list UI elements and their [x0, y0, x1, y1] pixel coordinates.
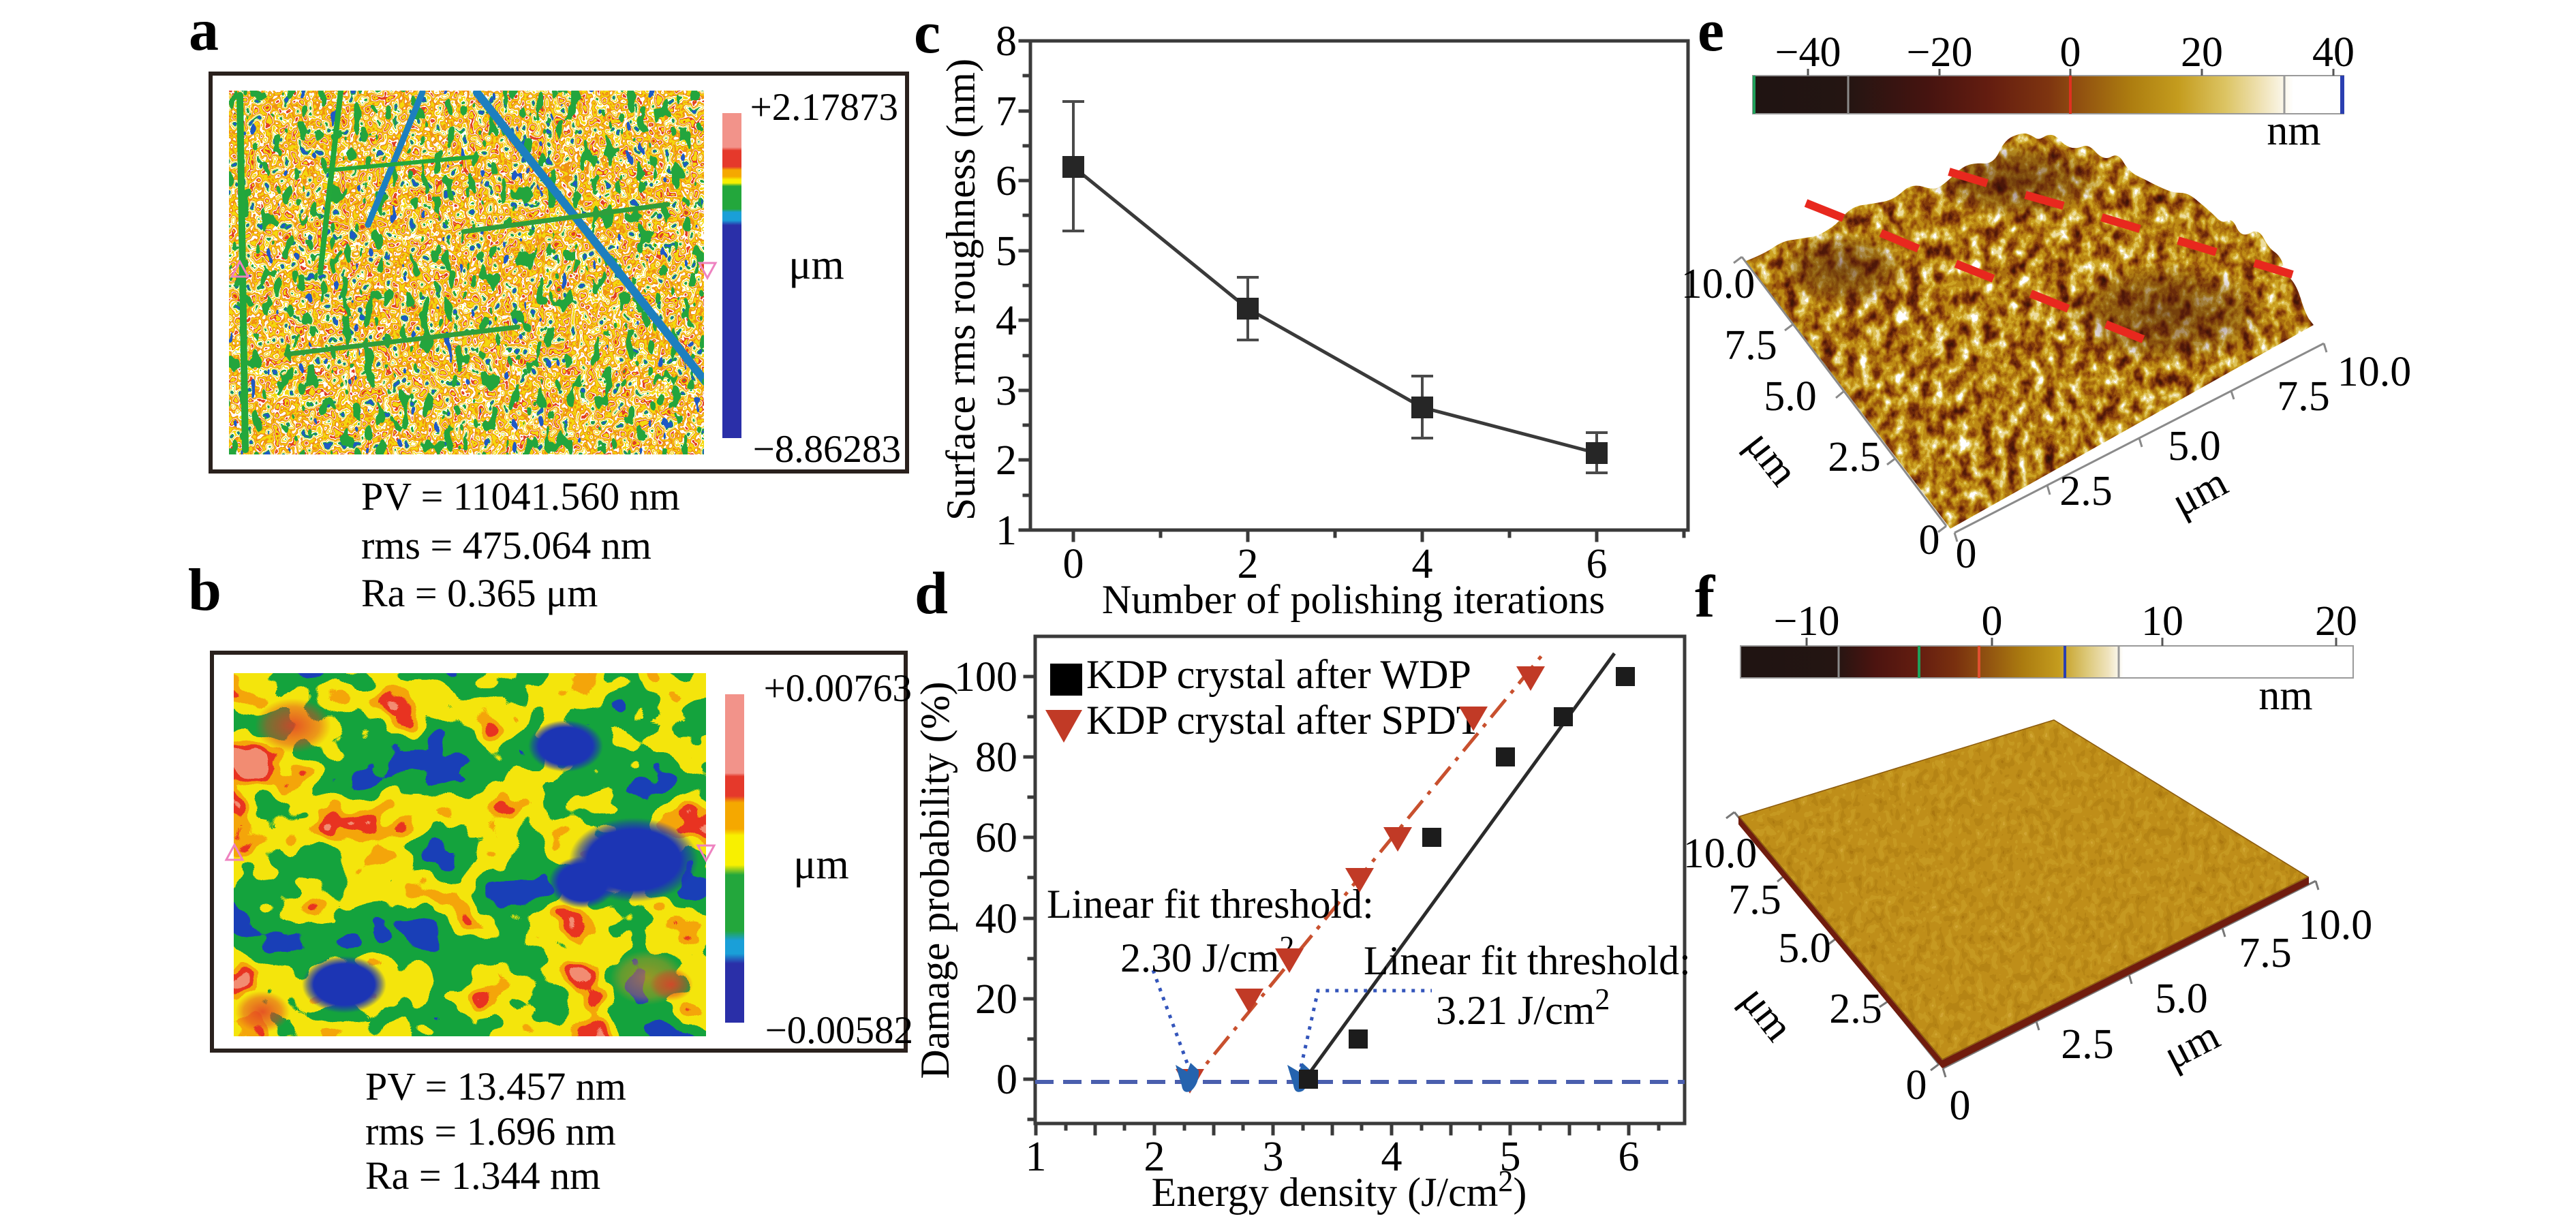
svg-text:rms = 1.696 nm: rms = 1.696 nm: [365, 1109, 616, 1153]
svg-text:d: d: [915, 561, 948, 627]
svg-text:rms = 475.064 nm: rms = 475.064 nm: [361, 523, 651, 568]
svg-text:60: 60: [975, 815, 1017, 861]
svg-text:3: 3: [996, 368, 1017, 414]
svg-text:0: 0: [2060, 29, 2081, 76]
svg-text:Linear fit threshold:: Linear fit threshold:: [1364, 938, 1691, 983]
svg-text:−8.86283: −8.86283: [753, 428, 901, 471]
svg-text:μm: μm: [793, 841, 848, 888]
svg-text:PV = 11041.560 nm: PV = 11041.560 nm: [361, 474, 680, 518]
svg-text:4: 4: [996, 298, 1017, 344]
svg-text:0: 0: [996, 1057, 1017, 1103]
svg-text:4: 4: [1381, 1134, 1402, 1180]
svg-text:0: 0: [1982, 598, 2003, 645]
svg-text:7.5: 7.5: [2239, 930, 2292, 976]
svg-text:5.0: 5.0: [2168, 423, 2221, 469]
svg-text:0: 0: [1919, 517, 1940, 563]
svg-text:40: 40: [2312, 29, 2355, 76]
svg-text:20: 20: [975, 976, 1017, 1023]
svg-text:5: 5: [1500, 1134, 1521, 1180]
svg-text:KDP crystal after SPDT: KDP crystal after SPDT: [1086, 698, 1481, 743]
svg-text:nm: nm: [2267, 108, 2320, 154]
svg-text:10.0: 10.0: [1681, 261, 1755, 307]
svg-text:μm: μm: [788, 242, 844, 288]
svg-text:0: 0: [1956, 531, 1977, 577]
svg-text:+2.17873: +2.17873: [750, 86, 898, 129]
svg-text:6: 6: [1586, 541, 1608, 587]
svg-text:0: 0: [1950, 1083, 1971, 1129]
svg-text:e: e: [1698, 0, 1724, 64]
svg-text:Ra = 1.344 nm: Ra = 1.344 nm: [365, 1153, 600, 1198]
svg-text:8: 8: [996, 18, 1017, 65]
svg-text:40: 40: [975, 896, 1017, 942]
svg-text:b: b: [188, 557, 221, 623]
svg-text:nm: nm: [2258, 672, 2312, 719]
svg-text:−0.00582: −0.00582: [765, 1009, 913, 1052]
svg-text:10.0: 10.0: [1683, 831, 1758, 877]
svg-text:2: 2: [1144, 1134, 1165, 1180]
svg-text:2: 2: [1238, 541, 1259, 587]
svg-text:Surface rms roughness (nm): Surface rms roughness (nm): [938, 59, 983, 521]
svg-text:7.5: 7.5: [1728, 877, 1781, 923]
svg-text:−20: −20: [1907, 29, 1973, 76]
svg-text:−10: −10: [1774, 598, 1840, 645]
svg-text:20: 20: [2315, 598, 2357, 645]
svg-text:5.0: 5.0: [1764, 373, 1817, 420]
svg-text:3: 3: [1263, 1134, 1284, 1180]
svg-text:10.0: 10.0: [2299, 902, 2373, 948]
svg-text:10: 10: [2141, 598, 2183, 645]
svg-text:2.5: 2.5: [1829, 986, 1882, 1032]
svg-text:5.0: 5.0: [1778, 925, 1831, 972]
svg-text:4: 4: [1412, 541, 1433, 587]
svg-text:2.5: 2.5: [2061, 1021, 2114, 1068]
svg-text:80: 80: [975, 734, 1017, 781]
svg-text:KDP crystal after WDP: KDP crystal after WDP: [1086, 652, 1471, 697]
svg-text:3.21 J/cm2: 3.21 J/cm2: [1436, 982, 1610, 1033]
svg-text:0: 0: [1063, 541, 1084, 587]
svg-text:+0.00763: +0.00763: [764, 667, 912, 710]
svg-text:c: c: [914, 0, 940, 66]
svg-text:f: f: [1695, 564, 1716, 630]
svg-text:7: 7: [996, 89, 1017, 135]
svg-text:Energy density (J/cm2): Energy density (J/cm2): [1152, 1164, 1527, 1215]
svg-text:2.5: 2.5: [1828, 434, 1881, 480]
svg-text:Number of polishing iterations: Number of polishing iterations: [1102, 577, 1605, 622]
svg-text:6: 6: [996, 158, 1017, 204]
svg-text:1: 1: [996, 508, 1017, 554]
svg-text:−40: −40: [1775, 29, 1841, 76]
svg-text:Ra = 0.365 μm: Ra = 0.365 μm: [361, 571, 598, 615]
svg-text:100: 100: [954, 654, 1017, 700]
svg-text:Linear fit threshold:: Linear fit threshold:: [1047, 882, 1374, 927]
svg-text:2.5: 2.5: [2059, 468, 2113, 514]
svg-text:20: 20: [2181, 29, 2223, 76]
svg-text:6: 6: [1619, 1134, 1640, 1180]
svg-text:10.0: 10.0: [2337, 349, 2412, 395]
svg-text:PV = 13.457 nm: PV = 13.457 nm: [365, 1064, 626, 1108]
svg-text:Damage probability (%): Damage probability (%): [913, 681, 957, 1079]
svg-text:1: 1: [1026, 1134, 1047, 1180]
svg-text:2: 2: [996, 437, 1017, 484]
svg-text:a: a: [189, 0, 219, 63]
svg-text:2.30 J/cm2: 2.30 J/cm2: [1120, 930, 1294, 980]
svg-text:0: 0: [1906, 1062, 1927, 1108]
svg-text:7.5: 7.5: [2277, 373, 2330, 420]
svg-text:5: 5: [996, 228, 1017, 275]
svg-text:7.5: 7.5: [1724, 322, 1777, 369]
svg-text:5.0: 5.0: [2155, 976, 2208, 1022]
